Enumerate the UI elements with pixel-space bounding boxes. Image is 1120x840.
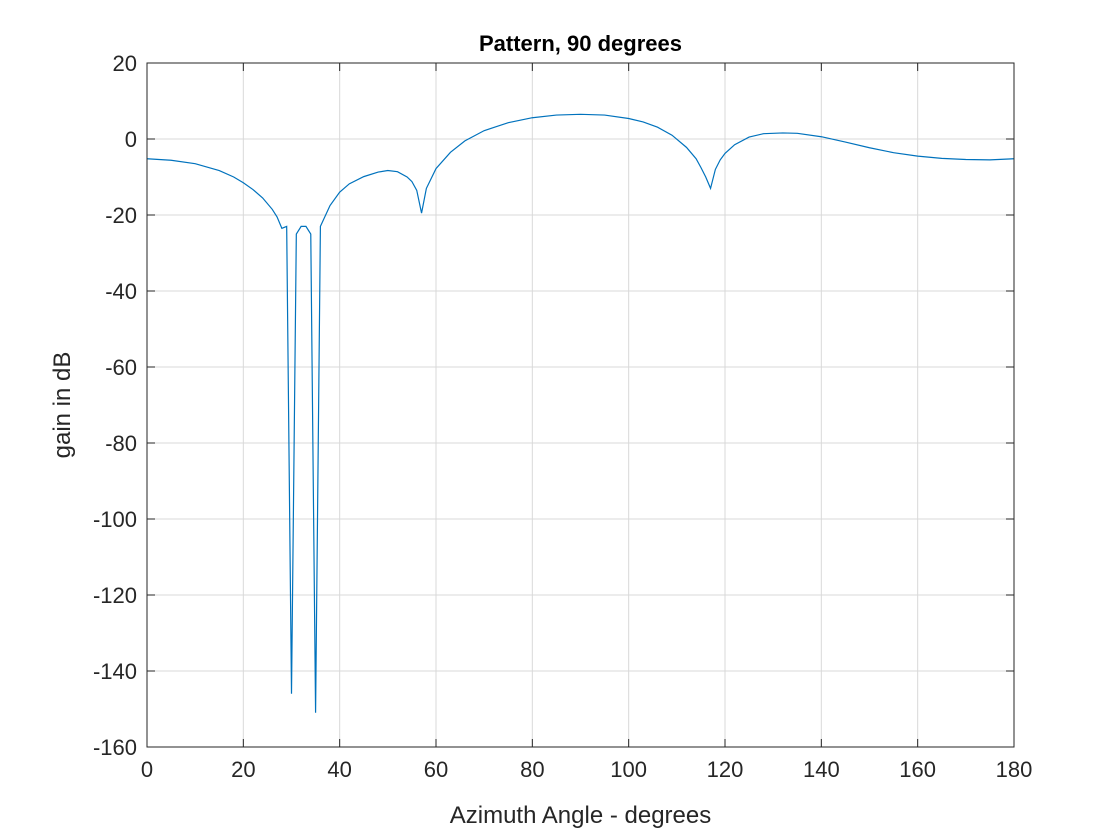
x-tick-label: 20 [231, 757, 255, 782]
plot-area [147, 63, 1014, 747]
y-tick-labels: -160 -140 -120 -100 -80 -60 -40 -20 0 20 [93, 51, 137, 760]
x-tick-labels: 0 20 40 60 80 100 120 140 160 180 [141, 757, 1032, 782]
y-tick-label: -140 [93, 659, 137, 684]
y-tick-label: -40 [105, 279, 137, 304]
series-layer [146, 113, 1015, 713]
y-axis-label: gain in dB [49, 352, 76, 459]
x-tick-label: 100 [610, 757, 647, 782]
chart-title: Pattern, 90 degrees [479, 31, 682, 56]
y-tick-label: 20 [113, 51, 137, 76]
x-tick-label: 160 [899, 757, 936, 782]
y-tick-label: -120 [93, 583, 137, 608]
x-tick-label: 120 [707, 757, 744, 782]
x-tick-label: 180 [996, 757, 1033, 782]
x-tick-label: 0 [141, 757, 153, 782]
x-tick-label: 80 [520, 757, 544, 782]
tick-marks [146, 62, 1015, 748]
y-tick-label: -80 [105, 431, 137, 456]
gain-pattern-line-0 [146, 113, 1015, 713]
x-axis-label: Azimuth Angle - degrees [450, 802, 711, 829]
y-tick-label: -20 [105, 203, 137, 228]
y-tick-label: 0 [125, 127, 137, 152]
x-tick-label: 40 [327, 757, 351, 782]
x-tick-label: 140 [803, 757, 840, 782]
y-tick-label: -60 [105, 355, 137, 380]
x-tick-label: 60 [424, 757, 448, 782]
y-tick-label: -160 [93, 735, 137, 760]
y-tick-label: -100 [93, 507, 137, 532]
axes-box [146, 62, 1015, 748]
